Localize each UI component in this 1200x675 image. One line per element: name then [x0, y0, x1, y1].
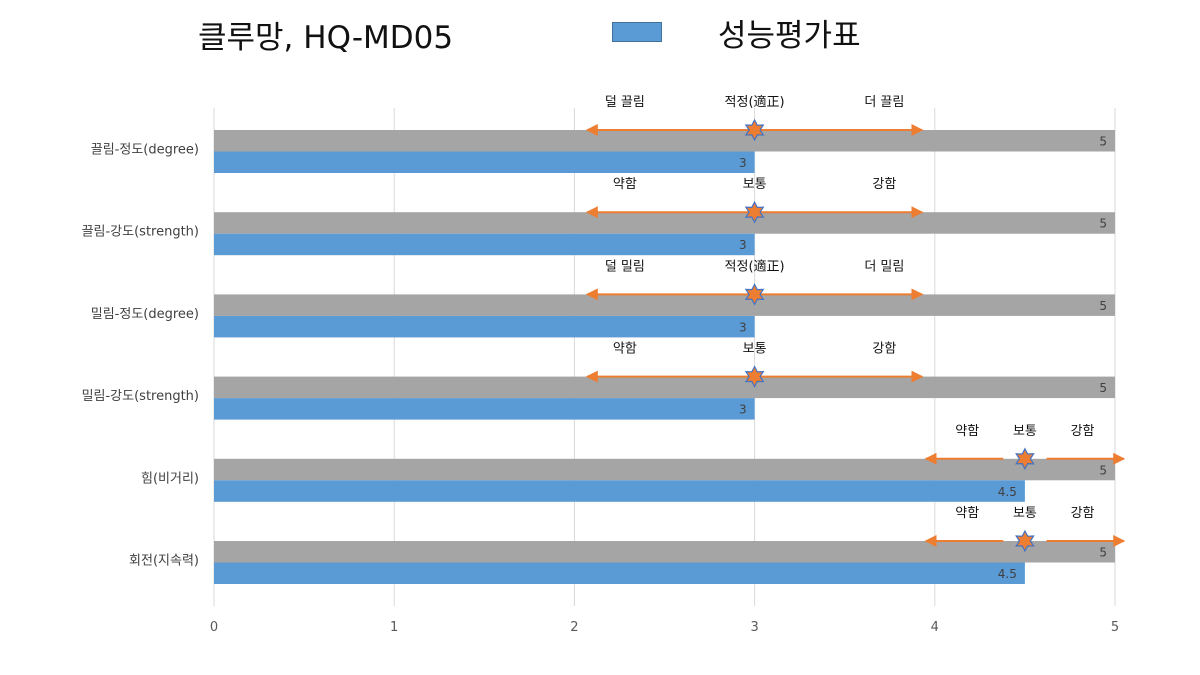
- scale-label-left: 약함: [955, 424, 979, 439]
- scale-label-right: 더 밀림: [864, 259, 904, 274]
- scale-label-center: 보통: [1013, 424, 1037, 439]
- bar-score: [214, 398, 755, 420]
- scale-label-left: 약함: [955, 506, 979, 521]
- scale-label-right: 더 끌림: [864, 95, 904, 110]
- scale-label-center: 보통: [1013, 506, 1037, 521]
- data-label-max: 5: [1099, 135, 1107, 149]
- rating-marker: [744, 118, 765, 142]
- category-label: 밀림-정도(degree): [91, 307, 199, 322]
- x-tick-label: 1: [390, 620, 398, 635]
- legend: 성능평가표: [612, 12, 861, 54]
- data-label-max: 5: [1099, 463, 1107, 477]
- category-label: 끌림-강도(strength): [82, 225, 199, 240]
- rating-marker: [1015, 529, 1035, 553]
- bar-score: [214, 315, 755, 338]
- bar-score: [214, 562, 1025, 584]
- legend-label: 성능평가표: [718, 17, 861, 54]
- bar-max: [214, 294, 1115, 316]
- rating-marker: [744, 200, 765, 224]
- scale-label-right: 강함: [1071, 424, 1095, 439]
- scale-label-center: 보통: [743, 342, 767, 357]
- bar-max: [214, 376, 1115, 399]
- data-label-score: 3: [739, 320, 747, 334]
- rating-marker: [744, 283, 765, 306]
- x-tick-label: 2: [570, 620, 578, 635]
- bar-max: [214, 458, 1115, 481]
- scale-label-center: 보통: [743, 177, 767, 192]
- scale-label-center: 적정(適正): [725, 258, 785, 274]
- data-label-max: 5: [1099, 217, 1107, 231]
- scale-label-left: 약함: [613, 177, 637, 192]
- scale-label-center: 적정(適正): [725, 94, 785, 110]
- bar-score: [214, 151, 755, 173]
- scale-label-left: 약함: [613, 342, 637, 357]
- scale-label-left: 덜 밀림: [605, 259, 645, 274]
- legend-swatch: [612, 22, 662, 42]
- bar-score: [214, 233, 755, 256]
- bar-max: [214, 541, 1115, 563]
- chart-title: 클루망, HQ-MD05: [198, 20, 454, 56]
- rating-marker: [744, 365, 765, 388]
- x-tick-label: 4: [931, 620, 939, 635]
- x-tick-label: 0: [210, 620, 218, 635]
- data-label-score: 3: [739, 156, 747, 170]
- x-tick-label: 3: [750, 620, 758, 635]
- data-label-score: 4.5: [998, 567, 1017, 581]
- data-label-score: 4.5: [998, 485, 1017, 499]
- data-label-max: 5: [1099, 381, 1107, 395]
- scale-label-right: 강함: [872, 342, 896, 357]
- scale-label-right: 강함: [872, 177, 896, 192]
- scale-label-right: 강함: [1071, 506, 1095, 521]
- category-label: 끌림-정도(degree): [91, 143, 199, 158]
- scale-label-left: 덜 끌림: [605, 95, 645, 110]
- rating-marker: [1015, 447, 1035, 471]
- data-label-score: 3: [739, 238, 747, 252]
- category-label: 회전(지속력): [129, 554, 199, 569]
- data-label-max: 5: [1099, 299, 1107, 313]
- bar-score: [214, 480, 1025, 502]
- category-label: 밀림-강도(strength): [82, 389, 199, 404]
- x-tick-label: 5: [1111, 620, 1119, 635]
- data-label-score: 3: [739, 403, 747, 417]
- category-label: 힘(비거리): [141, 471, 199, 486]
- bar-max: [214, 212, 1115, 234]
- data-label-max: 5: [1099, 546, 1107, 560]
- bar-max: [214, 130, 1115, 152]
